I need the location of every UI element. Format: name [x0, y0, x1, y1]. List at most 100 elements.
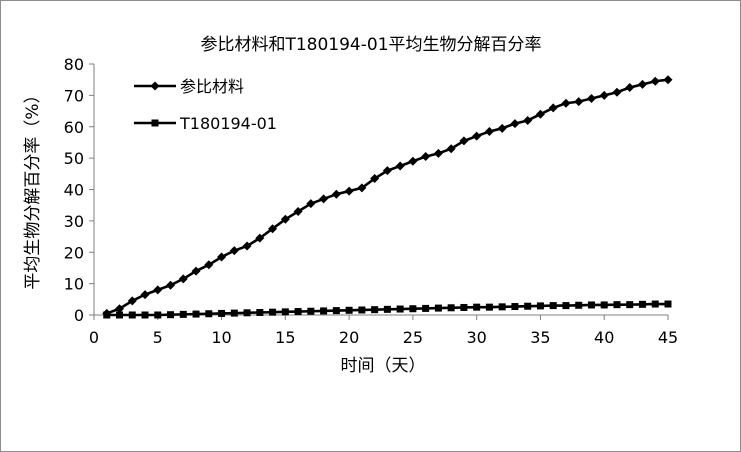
x-tick-label: 25	[403, 328, 423, 347]
data-point	[370, 174, 380, 184]
data-point	[306, 199, 316, 209]
data-point	[167, 311, 175, 319]
y-tick-label: 30	[64, 212, 84, 231]
data-point	[446, 144, 456, 154]
data-point	[433, 148, 443, 158]
data-point	[345, 306, 353, 314]
data-point	[664, 300, 672, 308]
data-point	[256, 308, 264, 316]
data-point	[485, 303, 493, 311]
y-tick-label: 50	[64, 149, 84, 168]
y-tick-label: 20	[64, 243, 84, 262]
y-tick-label: 10	[64, 275, 84, 294]
data-point	[587, 301, 595, 309]
x-tick-label: 20	[339, 328, 359, 347]
x-tick-label: 15	[275, 328, 295, 347]
data-point	[293, 206, 303, 216]
data-point	[599, 90, 609, 100]
data-point	[422, 304, 430, 312]
data-point	[127, 296, 137, 306]
series-1	[102, 75, 673, 318]
data-point	[218, 309, 226, 317]
data-point	[409, 305, 417, 313]
data-point	[320, 307, 328, 315]
data-point	[447, 304, 455, 312]
data-point	[511, 303, 519, 311]
data-point	[460, 303, 468, 311]
data-point	[307, 307, 315, 315]
x-tick-label: 0	[89, 328, 99, 347]
x-tick-label: 35	[530, 328, 550, 347]
data-point	[269, 308, 277, 316]
data-point	[613, 301, 621, 309]
data-point	[523, 115, 533, 125]
data-point	[497, 123, 507, 133]
data-point	[383, 305, 391, 313]
legend-marker	[151, 119, 159, 127]
x-tick-label: 45	[658, 328, 678, 347]
data-point	[205, 310, 213, 318]
data-point	[626, 301, 634, 309]
data-point	[229, 246, 239, 256]
legend-label: 参比材料	[180, 77, 244, 96]
data-point	[319, 194, 329, 204]
y-tick-label: 0	[74, 306, 84, 325]
axes: 0 10 20 30 40 50 60 70 80 0 5 10 15 20 25 30 35 40 45	[64, 55, 679, 347]
data-point	[536, 302, 544, 310]
x-tick-label: 40	[594, 328, 614, 347]
x-tick-label: 5	[153, 328, 163, 347]
data-point	[154, 311, 162, 319]
data-point	[498, 303, 506, 311]
data-point	[421, 152, 431, 162]
data-point	[600, 301, 608, 309]
y-tick-label: 80	[64, 55, 84, 74]
data-point	[128, 311, 136, 319]
legend-label: T180194-01	[179, 114, 277, 133]
data-point	[116, 311, 124, 319]
data-point	[103, 311, 111, 319]
data-point	[612, 87, 622, 97]
data-point	[280, 214, 290, 224]
data-point	[371, 306, 379, 314]
data-point	[358, 306, 366, 314]
data-point	[562, 302, 570, 310]
data-point	[473, 303, 481, 311]
data-point	[243, 309, 251, 317]
data-point	[510, 119, 520, 129]
x-tick-label: 30	[466, 328, 486, 347]
data-point	[141, 311, 149, 319]
data-point	[230, 309, 238, 317]
y-tick-label: 60	[64, 118, 84, 137]
data-point	[331, 189, 341, 199]
data-point	[166, 280, 176, 290]
data-point	[357, 183, 367, 193]
data-point	[178, 274, 188, 284]
data-point	[663, 75, 673, 85]
data-point	[651, 300, 659, 308]
data-point	[255, 233, 265, 243]
legend-item-1: 参比材料	[134, 77, 244, 96]
legend-item-2: T180194-01	[134, 114, 277, 133]
x-axis-label: 时间（天）	[341, 356, 426, 376]
legend: 参比材料 T180194-01	[134, 77, 277, 133]
data-point	[395, 161, 405, 171]
series-layer	[102, 75, 673, 319]
data-point	[140, 290, 150, 300]
data-point	[586, 94, 596, 104]
data-point	[153, 285, 163, 295]
data-point	[408, 156, 418, 166]
data-point	[625, 83, 635, 93]
data-point	[650, 76, 660, 86]
data-point	[281, 308, 289, 316]
chart-title: 参比材料和T180194-01平均生物分解百分率	[200, 35, 541, 55]
data-point	[549, 302, 557, 310]
data-point	[191, 266, 201, 276]
data-point	[242, 241, 252, 251]
data-point	[332, 307, 340, 315]
data-point	[548, 103, 558, 113]
y-tick-label: 70	[64, 86, 84, 105]
data-point	[637, 79, 647, 89]
x-tick-label: 10	[211, 328, 231, 347]
